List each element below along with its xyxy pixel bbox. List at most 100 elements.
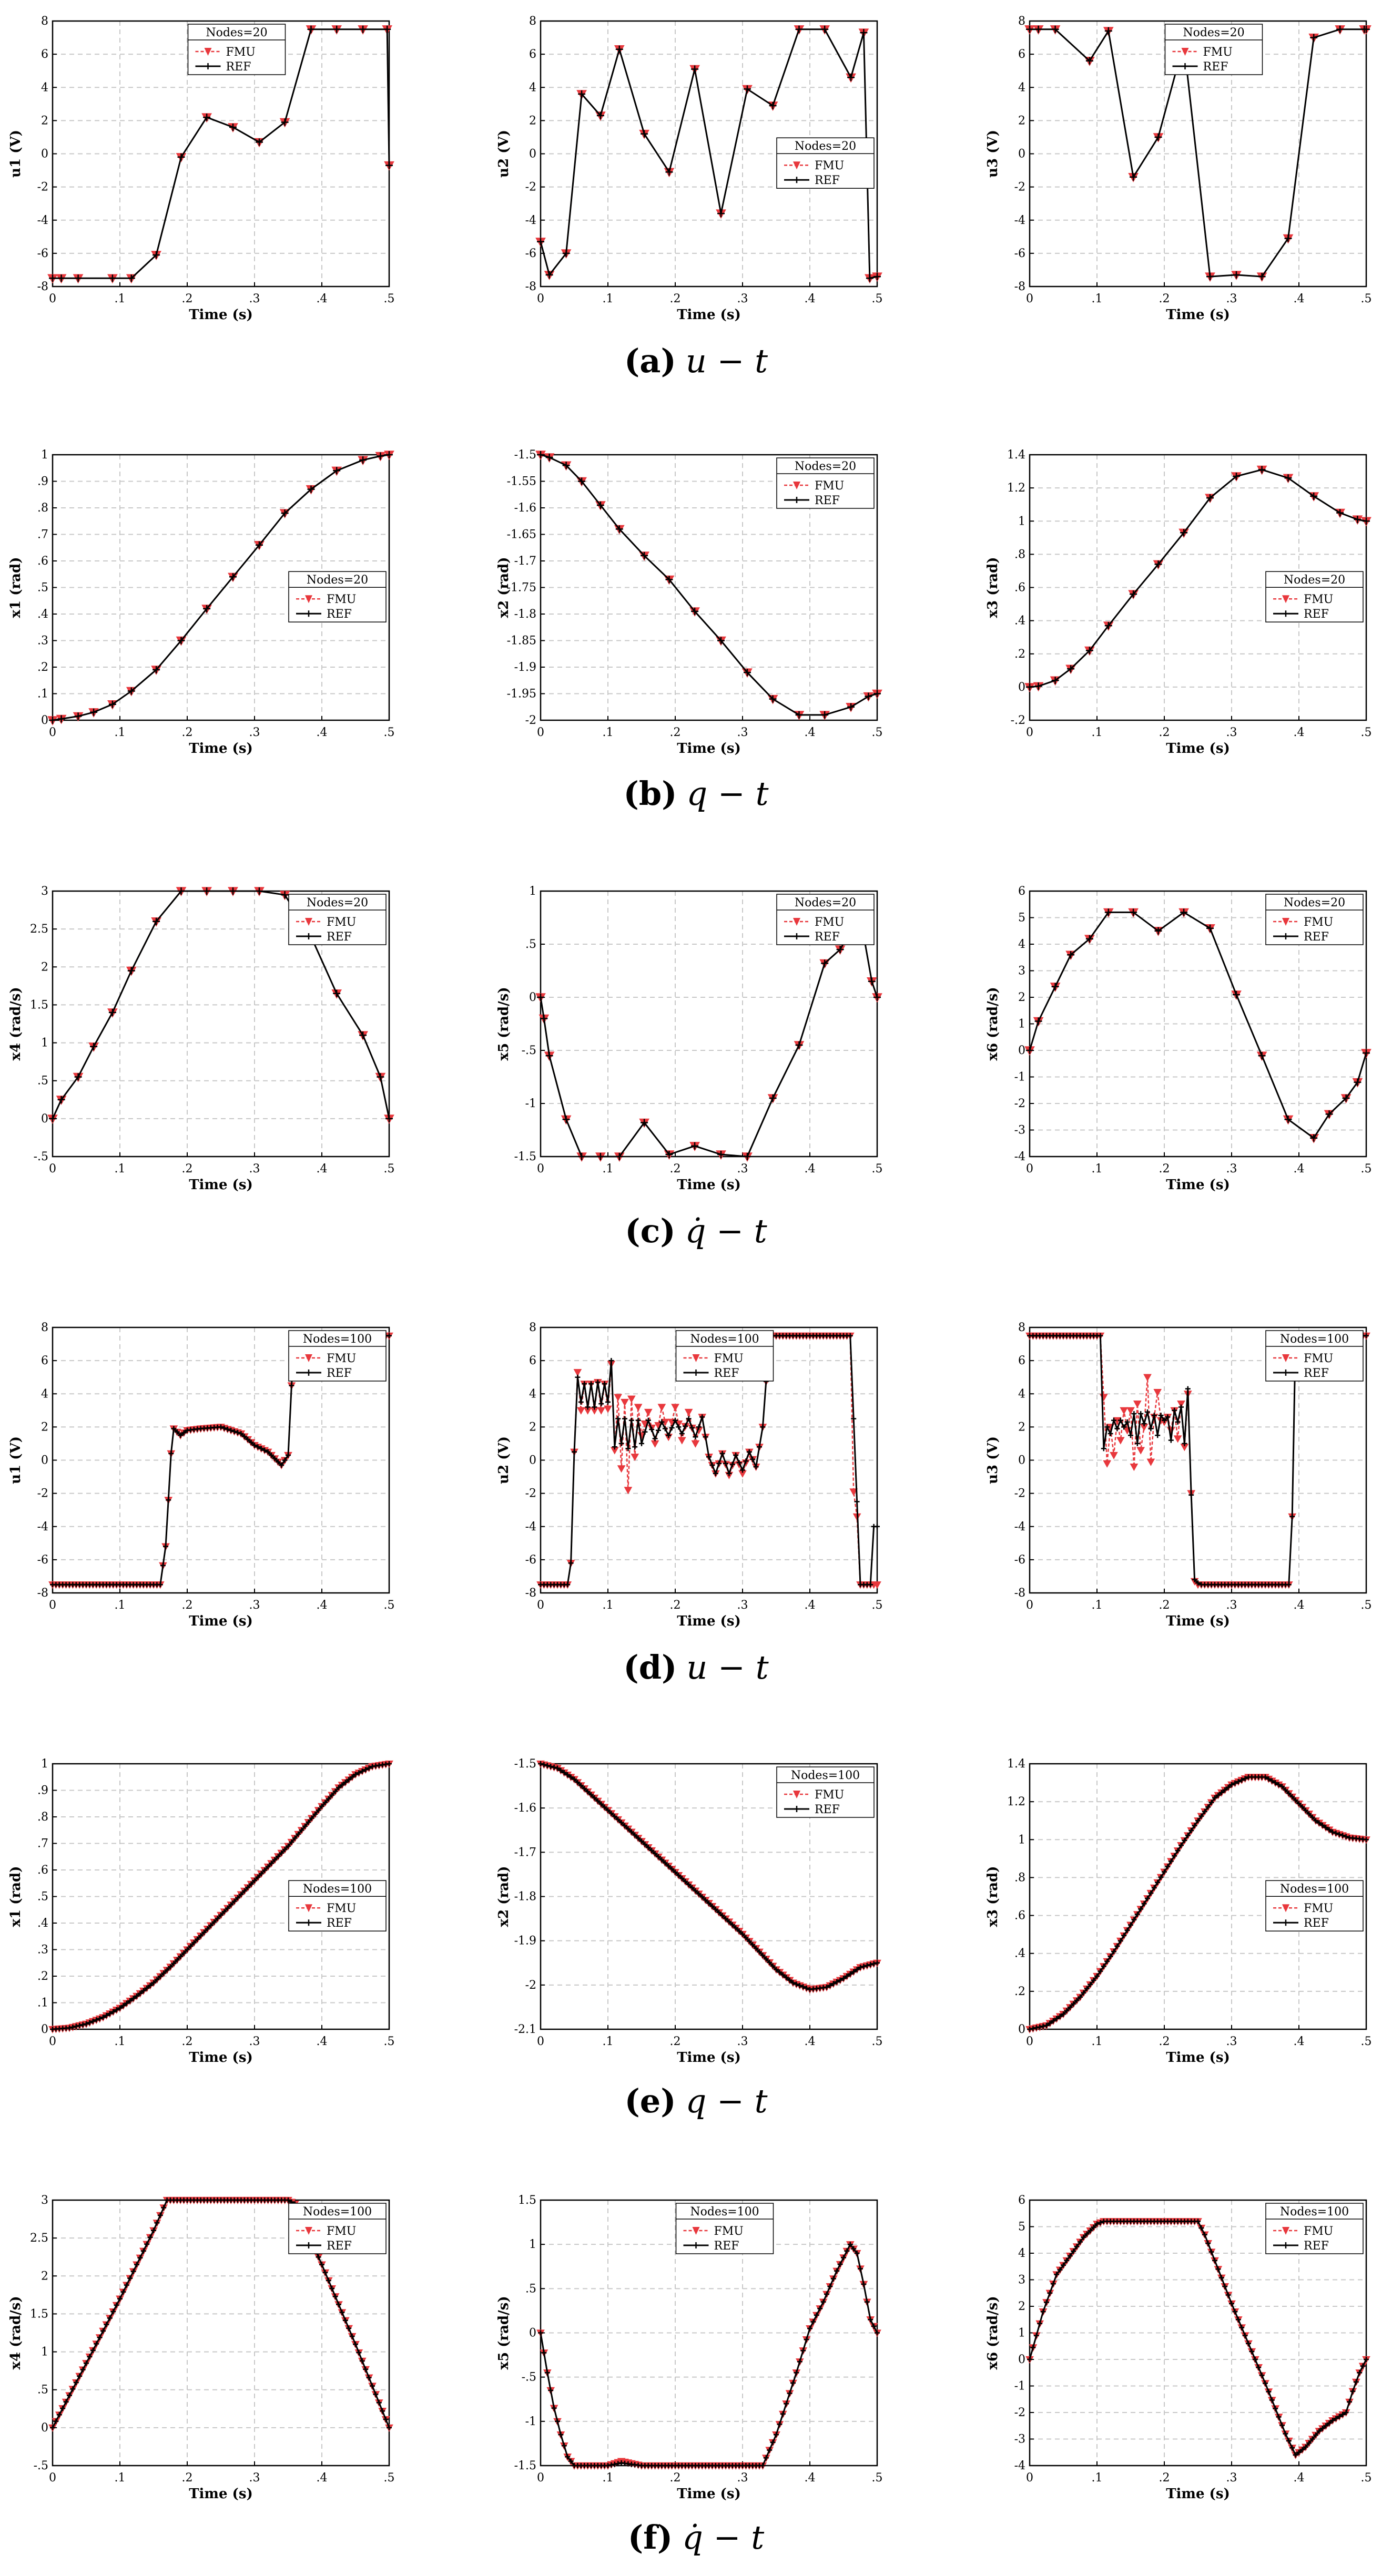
y-tick-label: 6 <box>1018 885 1025 898</box>
x-tick-label: .3 <box>249 1162 260 1175</box>
legend-ref-label: REF <box>714 1367 739 1380</box>
ref-point <box>174 1429 180 1435</box>
ref-point <box>1104 1958 1110 1964</box>
legend-nodes-label: Nodes=20 <box>795 460 856 473</box>
legend-ref-label: REF <box>1304 931 1329 944</box>
ref-point <box>641 1119 648 1127</box>
ref-point <box>140 1988 146 1994</box>
series-line-ref <box>540 28 878 280</box>
ref-point <box>537 994 544 1001</box>
ref-point <box>847 74 855 81</box>
ref-point <box>562 1116 570 1123</box>
ref-point <box>157 1582 163 1588</box>
ref-point <box>562 462 570 469</box>
ref-point <box>229 124 237 131</box>
ref-point <box>868 1962 873 1968</box>
ref-point <box>717 1151 725 1158</box>
x-tick-label: .2 <box>182 292 193 305</box>
ref-point <box>1202 1808 1207 1814</box>
fmu-point <box>1133 1401 1142 1408</box>
legend-fmu-marker <box>793 161 800 170</box>
legend-fmu-label: FMU <box>226 46 256 59</box>
ref-point <box>127 967 135 975</box>
x-tick-label: .5 <box>384 1162 395 1175</box>
ref-point <box>248 1439 254 1445</box>
legend: Nodes=100 FMU REF <box>288 1880 387 1931</box>
ref-point <box>1145 1896 1150 1902</box>
ref-point <box>1067 2253 1073 2259</box>
x-tick-label: .3 <box>249 726 260 739</box>
ref-point <box>844 1974 850 1979</box>
y-tick-label: 2 <box>529 1420 536 1434</box>
ref-point <box>1037 2321 1043 2326</box>
y-tick-label: -2 <box>1014 1487 1025 1500</box>
ref-point <box>753 1464 759 1470</box>
x-tick-label: 0 <box>1026 292 1033 305</box>
x-tick-label: .1 <box>115 1162 126 1175</box>
y-tick-label: 3 <box>41 885 48 898</box>
fmu-point <box>651 1440 659 1448</box>
ref-point <box>676 1873 682 1878</box>
y-tick-label: 0 <box>41 2023 48 2036</box>
ref-point <box>198 1933 204 1939</box>
ref-point <box>177 887 185 895</box>
ref-point <box>77 2373 83 2379</box>
legend-nodes-label: Nodes=20 <box>795 140 856 153</box>
y-tick-label: .4 <box>1014 1947 1025 1960</box>
ref-point <box>1249 2348 1255 2354</box>
chart-8: 0 .1 .2 .3 .4 .5 -4 -3 -2 -1 0 1 2 3 4 5 6 Time (s) x6 (ra… <box>985 885 1372 1193</box>
legend-nodes-label: Nodes=100 <box>690 2205 759 2219</box>
y-tick-label: 1.5 <box>518 2194 536 2207</box>
legend-fmu-marker <box>793 918 800 926</box>
legend-ref-label: REF <box>815 174 840 187</box>
ref-point <box>1354 516 1361 524</box>
ref-point <box>370 2383 375 2389</box>
ref-point <box>537 238 544 246</box>
ref-point <box>612 2461 617 2467</box>
y-tick-label: -2.1 <box>514 2023 536 2036</box>
ref-point <box>656 1854 661 1859</box>
ref-point <box>699 1414 705 1420</box>
y-tick-label: 3 <box>1018 965 1025 978</box>
y-tick-label: -1.9 <box>514 1935 536 1948</box>
ref-point <box>49 1115 56 1122</box>
x-tick-label: .1 <box>1092 726 1103 739</box>
ref-point <box>366 2375 372 2380</box>
x-tick-label: .3 <box>737 1162 748 1175</box>
ref-point <box>1182 1440 1187 1446</box>
y-tick-label: 0 <box>1018 1454 1025 1467</box>
fmu-point <box>1136 1447 1145 1455</box>
y-tick-label: 8 <box>1018 1321 1025 1334</box>
ref-point <box>1258 1052 1266 1060</box>
y-tick-label: .5 <box>525 938 536 951</box>
ref-point <box>1033 2333 1039 2338</box>
ref-point <box>656 1427 661 1433</box>
x-tick-label: .3 <box>1226 2471 1237 2485</box>
x-tick-label: .2 <box>182 1162 193 1175</box>
ref-point <box>1266 1776 1272 1782</box>
ref-point <box>1091 1977 1096 1983</box>
ref-point <box>319 1803 324 1809</box>
y-tick-label: -6 <box>37 247 48 260</box>
y-tick-label: 0 <box>41 1454 48 1467</box>
ref-point <box>1192 1577 1197 1582</box>
ref-point <box>1289 1514 1295 1519</box>
y-tick-label: -1.6 <box>514 502 536 515</box>
ref-point <box>716 1460 722 1466</box>
ref-point <box>743 1935 749 1940</box>
ref-point <box>114 2007 119 2013</box>
ref-point <box>864 2299 870 2305</box>
ref-point <box>1269 2397 1275 2403</box>
x-axis-label: Time (s) <box>1166 307 1230 323</box>
chart-12: 0 .1 .2 .3 .4 .5 0 .1 .2 .3 .4 .5 .6 .7 .8 .9 1 Time (s) x… <box>8 1757 395 2066</box>
ref-point <box>1222 1787 1228 1793</box>
ref-point <box>1293 1797 1298 1803</box>
ref-point <box>147 2234 153 2240</box>
ref-point <box>588 1381 594 1387</box>
x-tick-label: .4 <box>805 292 816 305</box>
legend-fmu-label: FMU <box>327 1352 356 1365</box>
ref-point <box>1098 1968 1103 1974</box>
y-tick-label: 0 <box>41 148 48 161</box>
y-tick-label: -4 <box>1014 2459 1025 2472</box>
